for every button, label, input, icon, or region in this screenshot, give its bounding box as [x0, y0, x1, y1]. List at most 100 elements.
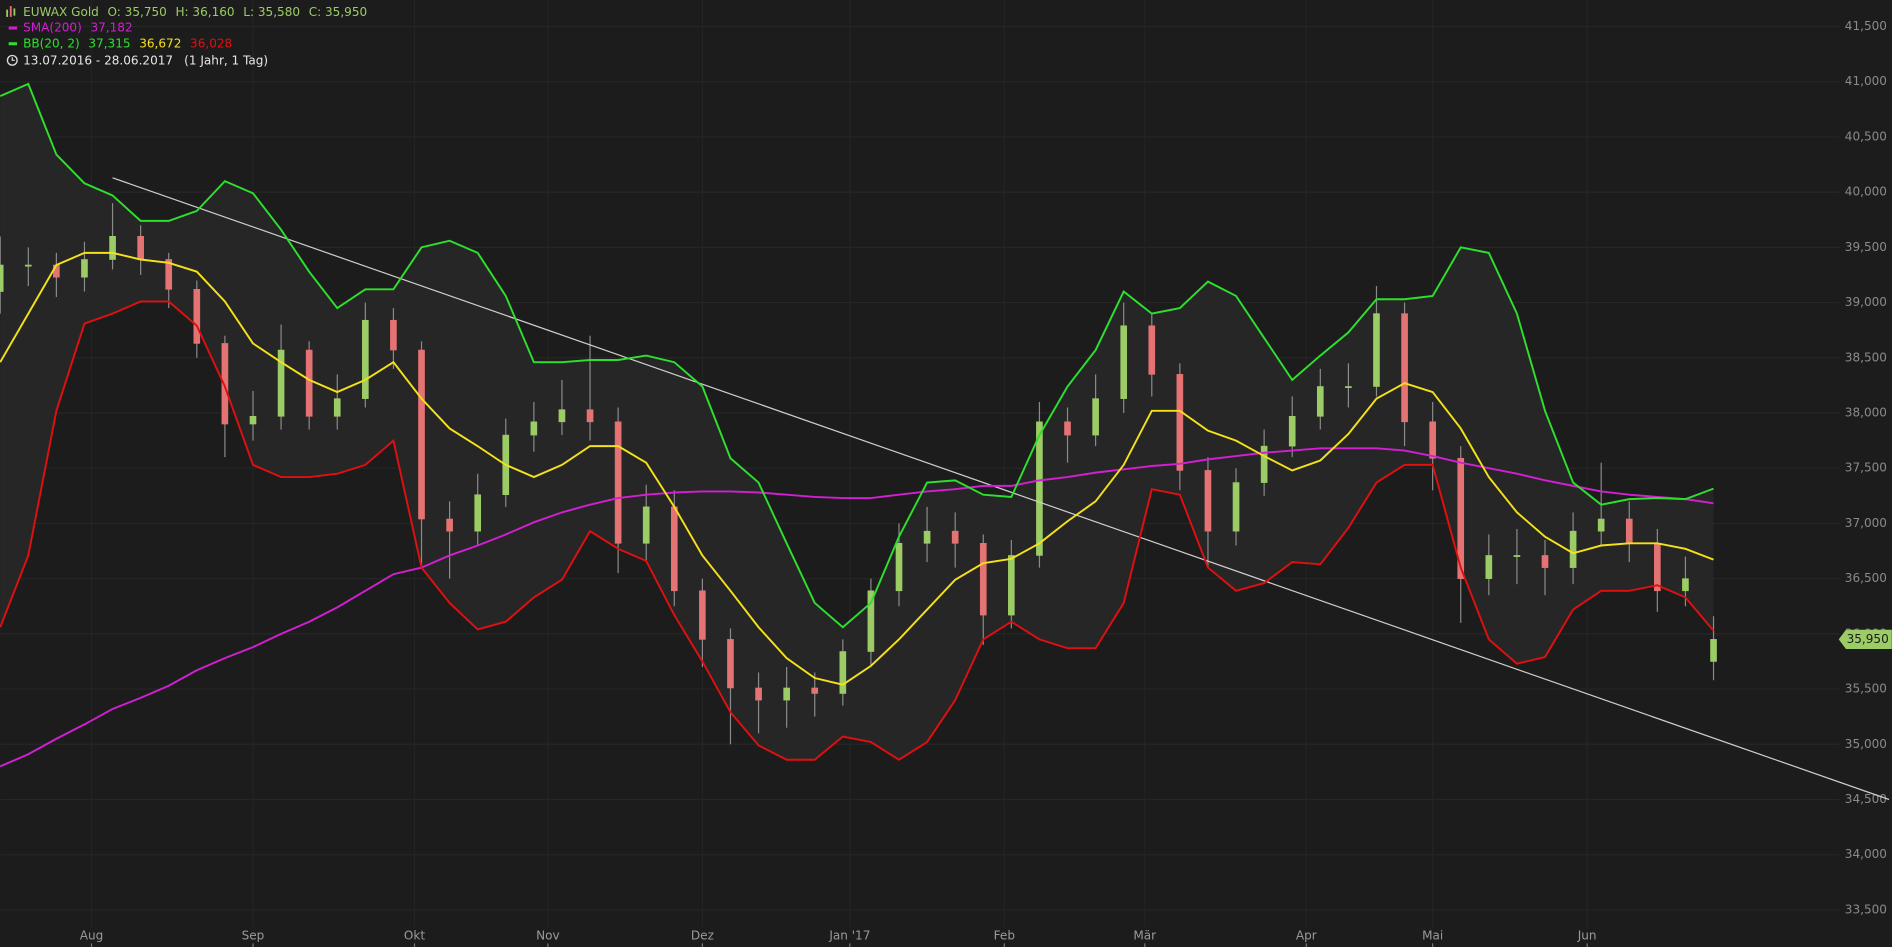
candle-body — [1682, 578, 1689, 592]
candle-body — [193, 289, 201, 344]
candle-body — [221, 343, 229, 425]
y-tick-label: 39,500 — [1845, 240, 1887, 254]
candle-body — [0, 264, 4, 292]
candle-body — [839, 651, 847, 694]
y-tick-label: 33,500 — [1845, 902, 1887, 916]
candle-body — [755, 687, 762, 701]
candle-body — [1625, 518, 1633, 544]
y-tick-label: 41,500 — [1845, 19, 1887, 33]
candle-body — [1485, 555, 1493, 579]
candle-body — [1373, 313, 1380, 387]
legend-name: BB(20, 2) — [23, 36, 80, 50]
candle-body — [923, 530, 931, 544]
band-middle-line — [0, 251, 1714, 686]
candle-body — [727, 639, 734, 689]
title: EUWAX Gold — [23, 5, 99, 19]
candle-body — [249, 416, 257, 425]
x-tick-label: Nov — [536, 929, 560, 943]
y-tick-label: 34,000 — [1845, 847, 1887, 861]
legend-swatch — [8, 26, 18, 30]
chart-icon — [6, 6, 16, 17]
y-tick-label: 37,500 — [1845, 461, 1887, 475]
close-label: C: 35,950 — [309, 5, 367, 19]
candle-body — [811, 687, 819, 694]
legend-value: 37,182 — [90, 20, 132, 34]
x-tick-label: Jan '17 — [828, 929, 870, 943]
candle-body — [1401, 313, 1408, 423]
legend-value: 37,315 — [88, 36, 130, 50]
y-tick-label: 41,000 — [1845, 74, 1887, 88]
candle-body — [979, 543, 987, 616]
candle-body — [24, 264, 32, 267]
y-tick-label: 40,500 — [1845, 129, 1887, 143]
plot: 35,950 — [0, 82, 1892, 801]
y-tick-label: 38,500 — [1845, 350, 1887, 364]
clock-icon — [6, 54, 18, 66]
candle-body — [1316, 386, 1324, 417]
x-tick-label: Apr — [1296, 929, 1317, 943]
legend-name: SMA(200) — [23, 20, 82, 34]
y-tick-label: 34,500 — [1845, 792, 1887, 806]
candle-body — [783, 687, 790, 701]
candle-body — [1710, 639, 1717, 662]
legend-value: 36,672 — [139, 36, 181, 50]
period-note: (1 Jahr, 1 Tag) — [184, 53, 268, 67]
x-tick-label: Feb — [994, 929, 1015, 943]
band-lower-line — [0, 300, 1715, 761]
candle-body — [558, 409, 566, 423]
candle-body — [1260, 445, 1268, 483]
candle-body — [614, 421, 622, 544]
x-tick-label: Jun — [1577, 929, 1597, 943]
candle-body — [951, 530, 959, 544]
candle-body — [1176, 374, 1184, 471]
band-fill — [0, 83, 1714, 760]
y-tick-label: 40,000 — [1845, 185, 1887, 199]
legend-entry: BB(20, 2) 37,315 36,672 36,028 — [23, 36, 232, 50]
period-range: 13.07.2016 - 28.06.2017 — [23, 53, 173, 67]
candle-body — [867, 590, 875, 652]
candle-body — [1345, 386, 1352, 389]
candle-body — [1288, 416, 1296, 447]
period: 13.07.2016 - 28.06.2017 (1 Jahr, 1 Tag) — [23, 53, 268, 67]
price-tag-label: 35,950 — [1847, 632, 1889, 646]
candle-body — [530, 421, 538, 436]
candle-body — [1120, 325, 1128, 399]
x-tick-label: Sep — [242, 929, 265, 943]
candle-body — [1064, 421, 1071, 436]
candle-body — [1232, 482, 1240, 532]
low-label: L: 35,580 — [243, 5, 300, 19]
price-tag — [1838, 629, 1892, 650]
y-tick-label: 39,000 — [1845, 295, 1887, 309]
open-label: O: 35,750 — [108, 5, 167, 19]
y-tick-label: 37,000 — [1845, 516, 1887, 530]
candle-body — [1008, 555, 1015, 616]
candle-body — [1429, 421, 1436, 459]
legend-entry: SMA(200) 37,182 — [23, 20, 133, 34]
candle-body — [895, 543, 903, 592]
candle-body — [586, 409, 594, 423]
x-tick-label: Mai — [1422, 929, 1443, 943]
sma-line — [0, 447, 1714, 768]
candle-body — [390, 319, 397, 351]
candle-body — [642, 506, 650, 544]
candle-body — [165, 259, 173, 290]
candle-body — [1457, 457, 1465, 579]
legend-swatch — [8, 42, 18, 46]
y-tick-label: 38,000 — [1845, 406, 1887, 420]
candle-body — [1148, 325, 1156, 375]
y-tick-label: 36,500 — [1845, 571, 1887, 585]
x-tick-label: Okt — [404, 929, 425, 943]
candle-body — [109, 236, 116, 260]
candle-body — [1569, 530, 1577, 568]
y-tick-label: 35,500 — [1845, 682, 1887, 696]
candle-body — [1204, 470, 1212, 532]
candle-body — [1092, 398, 1099, 436]
x-tick-label: Mär — [1133, 929, 1156, 943]
candle-body — [277, 349, 285, 417]
candle-body — [670, 506, 678, 592]
candle-body — [446, 518, 453, 532]
candle-body — [474, 494, 482, 532]
candle-body — [362, 319, 369, 399]
